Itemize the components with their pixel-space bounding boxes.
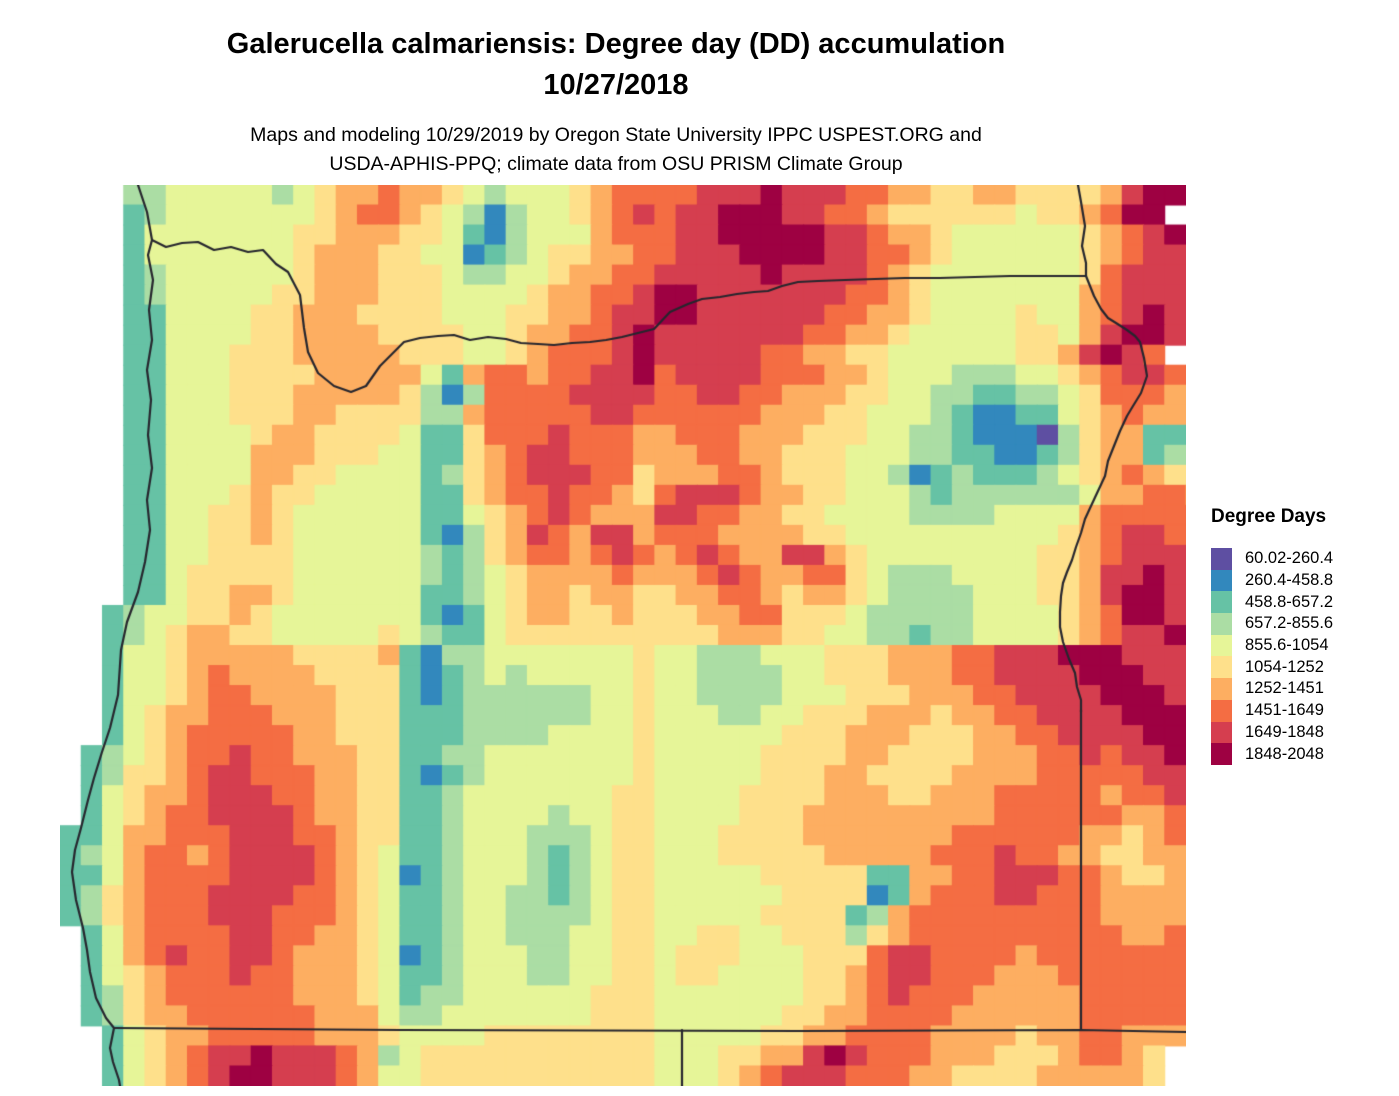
legend-title: Degree Days (1211, 506, 1327, 527)
legend-swatch (1211, 613, 1232, 635)
legend-item-label: 60.02-260.4 (1245, 549, 1334, 568)
legend-swatch (1211, 678, 1232, 700)
legend-swatch (1211, 656, 1232, 679)
legend-item: 1252-1451 (1211, 678, 1333, 700)
legend-swatch (1211, 743, 1232, 765)
map-header: Galerucella calmariensis: Degree day (DD… (0, 24, 1232, 179)
legend-item-label: 458.8-657.2 (1245, 592, 1334, 611)
legend-item: 1451-1649 (1211, 699, 1333, 722)
legend-items: 60.02-260.4 260.4-458.8 458.8-657.2 657.2-8… (1211, 548, 1333, 765)
legend-item-label: 1451-1649 (1245, 701, 1324, 720)
legend-item-label: 260.4-458.8 (1245, 571, 1334, 590)
legend-swatch (1211, 569, 1232, 592)
legend-item: 1848-2048 (1211, 743, 1333, 765)
legend-item: 60.02-260.4 (1211, 548, 1333, 570)
legend-item-label: 1054-1252 (1245, 657, 1324, 676)
legend-item: 260.4-458.8 (1211, 569, 1334, 592)
legend-item-label: 1848-2048 (1245, 744, 1324, 763)
legend-item-label: 1649-1848 (1245, 722, 1324, 741)
map-title: Galerucella calmariensis: Degree day (DD… (226, 28, 1006, 60)
legend-swatch (1211, 634, 1232, 657)
map-date: 10/27/2018 (543, 69, 689, 101)
legend-item: 1649-1848 (1211, 721, 1333, 744)
legend-swatch (1211, 699, 1232, 722)
legend-item: 657.2-855.6 (1211, 613, 1333, 635)
legend-item: 855.6-1054 (1211, 634, 1333, 657)
legend-swatch (1211, 548, 1232, 570)
degree-days-legend: Degree Days 60.02-260.4 260.4-458.8 458.8-… (1211, 506, 1333, 765)
map-subtitle: Maps and modeling 10/29/2019 by Oregon S… (0, 121, 1232, 179)
legend-swatch (1211, 591, 1232, 614)
oregon-map-canvas (60, 185, 1186, 1086)
legend-item-label: 1252-1451 (1245, 679, 1324, 698)
map-subtitle-line2: USDA-APHIS-PPQ; climate data from OSU PR… (329, 153, 903, 175)
map-subtitle-line1: Maps and modeling 10/29/2019 by Oregon S… (250, 124, 982, 146)
legend-item-label: 657.2-855.6 (1245, 614, 1334, 633)
legend-swatch (1211, 721, 1232, 744)
legend-item: 458.8-657.2 (1211, 591, 1334, 614)
degree-day-raster-map (60, 185, 1186, 1086)
legend-item-label: 855.6-1054 (1245, 636, 1329, 655)
legend-item: 1054-1252 (1211, 656, 1333, 679)
